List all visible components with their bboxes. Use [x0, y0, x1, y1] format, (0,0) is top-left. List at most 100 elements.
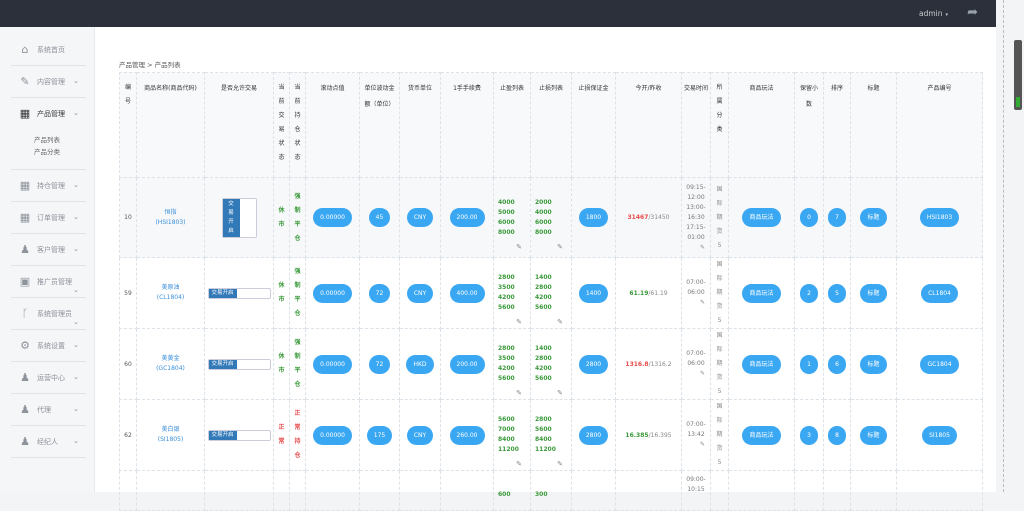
pencil-icon[interactable]: ✎	[557, 389, 563, 397]
pencil-icon[interactable]: ✎	[557, 460, 563, 468]
rolling-point-button[interactable]: 0.00000	[313, 354, 352, 374]
table-cell: 2800	[571, 399, 616, 471]
product-name-link[interactable]: 美白银 (SI1805)	[139, 425, 202, 445]
pencil-icon[interactable]: ✎	[699, 441, 705, 448]
decimals-button[interactable]: 3	[800, 425, 818, 445]
product-name-link[interactable]: 恒指 (HSI1803)	[139, 208, 202, 228]
margin-button[interactable]: 1800	[578, 208, 609, 227]
sidebar-item-11[interactable]: ♟ 经纪人 ⌄	[11, 426, 86, 458]
sort-button[interactable]: 7	[828, 208, 846, 227]
table-cell: 600	[493, 470, 531, 511]
product-no-button[interactable]: HSI1803	[919, 208, 960, 227]
currency-button[interactable]: CNY	[406, 425, 434, 445]
table-cell	[305, 470, 360, 511]
title-button[interactable]: 标题	[860, 425, 887, 445]
play-button[interactable]: 商品玩法	[742, 425, 781, 445]
pencil-icon[interactable]: ✎	[699, 243, 705, 251]
title-button[interactable]: 标题	[860, 283, 887, 303]
unit-amount-button[interactable]: 45	[368, 208, 391, 227]
currency-button[interactable]: CNY	[406, 208, 434, 227]
table-cell: 商品玩法	[728, 177, 795, 258]
title-button[interactable]: 标题	[860, 208, 887, 227]
allow-trade-toggle[interactable]: 交易开启	[207, 287, 271, 299]
pencil-icon[interactable]: ✎	[516, 318, 522, 326]
table-cell	[440, 470, 494, 511]
product-no-button[interactable]: SI1805	[922, 425, 957, 445]
table-cell: 2800 3500 4200 5600 ✎	[493, 328, 531, 400]
table-cell	[204, 470, 274, 511]
pencil-icon[interactable]: ✎	[699, 299, 705, 306]
table-cell: 200.00	[440, 328, 494, 400]
fee-button[interactable]: 400.00	[449, 283, 485, 303]
margin-button[interactable]: 2800	[578, 425, 609, 445]
fee-button[interactable]: 260.00	[449, 425, 485, 445]
user-menu[interactable]: admin ▾	[919, 9, 948, 18]
product-name-link[interactable]: 美黄金 (GC1804)	[139, 354, 202, 374]
pencil-icon[interactable]: ✎	[557, 318, 563, 326]
allow-trade-toggle[interactable]: 交易开启	[207, 429, 271, 441]
sort-button[interactable]: 6	[828, 354, 846, 374]
row-id: 59	[124, 289, 132, 297]
sidebar-item-6[interactable]: ▣ 推广员管理 ⌄	[11, 266, 86, 298]
sidebar-item-8[interactable]: ⚙ 系统设置 ⌄	[11, 330, 86, 362]
product-code: (CL1804)	[156, 294, 185, 301]
fee-button[interactable]: 200.00	[449, 208, 485, 227]
users-icon: ♟	[20, 435, 30, 448]
sidebar-item-4[interactable]: ▦ 订单管理 ⌄	[11, 202, 86, 234]
fee-button[interactable]: 200.00	[449, 354, 485, 374]
sidebar-item-9[interactable]: ♟ 运营中心 ⌄	[11, 362, 86, 394]
sidebar-item-7[interactable]: ᚴ 系统管理员 ⌄	[11, 298, 86, 330]
decimals-button[interactable]: 0	[800, 208, 818, 227]
column-header-label: 当前持仓状态	[294, 84, 301, 161]
margin-button[interactable]: 1400	[578, 283, 609, 303]
pencil-icon[interactable]: ✎	[516, 242, 522, 251]
decimals-button[interactable]: 2	[800, 283, 818, 303]
decimals-button[interactable]: 1	[800, 354, 818, 374]
unit-amount-button[interactable]: 72	[368, 354, 391, 374]
column-header: 标题	[850, 72, 897, 178]
sidebar-item-1[interactable]: ✎ 内容管理 ⌄	[11, 66, 86, 98]
rolling-point-button[interactable]: 0.00000	[313, 425, 352, 445]
product-no-button[interactable]: CL1804	[921, 283, 958, 303]
scrollbar[interactable]	[1014, 40, 1022, 110]
title-button[interactable]: 标题	[860, 354, 887, 374]
allow-trade-toggle[interactable]: 交易开启	[207, 358, 271, 370]
allow-trade-toggle[interactable]: 交易开启	[221, 197, 257, 238]
sidebar-item-5[interactable]: ♟ 客户管理 ⌄	[11, 234, 86, 266]
table-cell	[823, 470, 851, 511]
play-button[interactable]: 商品玩法	[742, 354, 781, 374]
share-arrow-icon[interactable]: ➦	[967, 5, 978, 20]
sidebar-item-0[interactable]: ⌂ 系统首页	[11, 34, 86, 66]
product-name-link[interactable]: 美原油 (CL1804)	[139, 283, 202, 303]
unit-amount-button[interactable]: 72	[368, 283, 391, 303]
play-button[interactable]: 商品玩法	[742, 283, 781, 303]
pencil-icon[interactable]: ✎	[516, 389, 522, 397]
currency-button[interactable]: HKD	[406, 354, 434, 374]
rolling-point-button[interactable]: 0.00000	[313, 283, 352, 303]
table-cell	[399, 470, 441, 511]
unit-amount-button[interactable]: 175	[366, 425, 393, 445]
pencil-icon[interactable]: ✎	[699, 370, 705, 377]
sidebar-item-10[interactable]: ♟ 代理 ⌄	[11, 394, 86, 426]
margin-button[interactable]: 2800	[578, 354, 609, 374]
currency-button[interactable]: CNY	[406, 283, 434, 303]
table-cell	[710, 470, 729, 511]
sort-button[interactable]: 5	[828, 283, 846, 303]
play-button[interactable]: 商品玩法	[742, 208, 781, 227]
sort-button[interactable]: 8	[828, 425, 846, 445]
prev-close: /31450	[648, 214, 670, 221]
column-header: 商品名称(商品代码)	[136, 72, 205, 178]
pencil-icon[interactable]: ✎	[557, 242, 563, 251]
table-cell: 休市	[273, 177, 290, 258]
pencil-icon[interactable]: ✎	[516, 460, 522, 468]
sidebar-item-3[interactable]: ▦ 持仓管理 ⌄	[11, 170, 86, 202]
sidebar-subitem-0[interactable]: 产品列表	[34, 136, 60, 144]
sidebar-subitem-1[interactable]: 产品分类	[34, 148, 60, 156]
product-code: (GC1804)	[156, 365, 185, 372]
product-no-button[interactable]: GC1804	[920, 354, 959, 374]
table-cell: 5600 7000 8400 11200 ✎	[493, 399, 531, 471]
sidebar-item-2[interactable]: ▦ 产品管理 ⌄ 产品列表 产品分类	[11, 98, 86, 170]
table-cell	[571, 470, 616, 511]
rolling-point-button[interactable]: 0.00000	[313, 208, 352, 227]
column-header: 保留小数	[794, 72, 824, 178]
